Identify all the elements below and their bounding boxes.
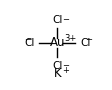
Text: +: + (62, 66, 69, 75)
Text: Au: Au (50, 36, 65, 49)
Text: Cl: Cl (52, 61, 63, 71)
Text: K: K (54, 67, 61, 80)
Text: 3+: 3+ (64, 34, 76, 43)
Text: −: − (85, 35, 92, 44)
Text: −: − (62, 61, 69, 70)
Text: −: − (62, 15, 69, 24)
Text: Cl: Cl (80, 38, 90, 48)
Text: Cl: Cl (52, 15, 63, 25)
Text: −: − (24, 35, 31, 44)
Text: Cl: Cl (24, 38, 35, 48)
